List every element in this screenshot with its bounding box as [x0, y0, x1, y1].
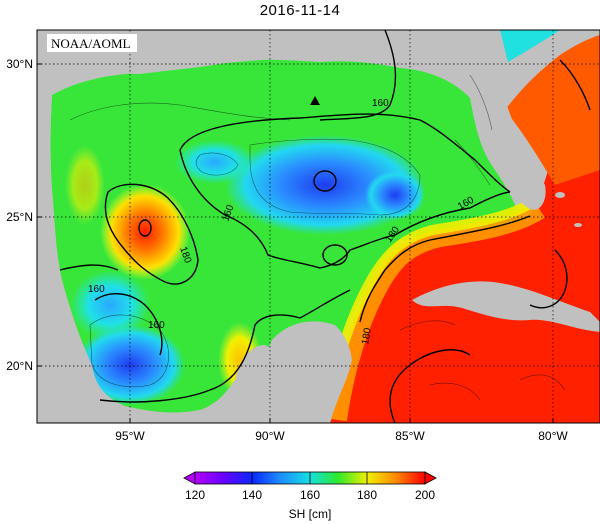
- western-low: [175, 140, 255, 184]
- colorbar-tick: 200: [415, 488, 435, 502]
- contour-label: 160: [148, 320, 165, 331]
- colorbar-tick: 140: [242, 488, 262, 502]
- gulf-stream: [505, 35, 600, 185]
- contour-label: 160: [88, 284, 105, 295]
- colorbar: 120 140 160 180 200 SH [cm]: [183, 471, 437, 521]
- lon-label: 80°W: [538, 429, 568, 443]
- colorbar-label: SH [cm]: [289, 507, 332, 521]
- lon-label: 90°W: [255, 429, 285, 443]
- longitude-axis: 95°W 90°W 85°W 80°W: [115, 418, 568, 443]
- lat-label: 25°N: [6, 210, 33, 224]
- gridlines: [37, 30, 600, 423]
- bay-of-campeche-low: [75, 325, 185, 405]
- minor-contours: [69, 74, 566, 401]
- map-title: 2016-11-14: [259, 2, 341, 19]
- atlantic-cyan: [500, 30, 560, 62]
- warm-eddy: [100, 184, 190, 280]
- islands: [516, 149, 582, 227]
- yucatan-peninsula: [258, 321, 352, 423]
- lon-label: 95°W: [115, 429, 145, 443]
- north-coast: [37, 30, 470, 98]
- gulf-water: [50, 59, 520, 413]
- latitude-axis: 30°N 25°N 20°N: [6, 57, 42, 373]
- lon-label: 85°W: [395, 429, 425, 443]
- florida: [455, 30, 546, 210]
- mexico-coast: [37, 95, 265, 423]
- contour-label: 180: [360, 327, 374, 346]
- contour-lines: [59, 30, 591, 423]
- colorbar-tick: 160: [300, 488, 320, 502]
- colorbar-tick: 120: [185, 488, 205, 502]
- colorbar-low-arrow: [183, 471, 196, 485]
- lat-label: 30°N: [6, 57, 33, 71]
- credit-box: [47, 34, 137, 52]
- credit-label: NOAA/AOML: [51, 36, 131, 51]
- lat-label: 20°N: [6, 359, 33, 373]
- contour-label: 160: [372, 98, 389, 109]
- black-triangle-marker: [310, 96, 320, 105]
- loop-current-band: [329, 202, 545, 422]
- western-shelf-patch: [65, 145, 105, 225]
- colorbar-high-arrow: [424, 471, 437, 485]
- campeche-west-low: [70, 270, 150, 340]
- map-frame: [36, 29, 600, 424]
- colorbar-tick: 180: [357, 488, 377, 502]
